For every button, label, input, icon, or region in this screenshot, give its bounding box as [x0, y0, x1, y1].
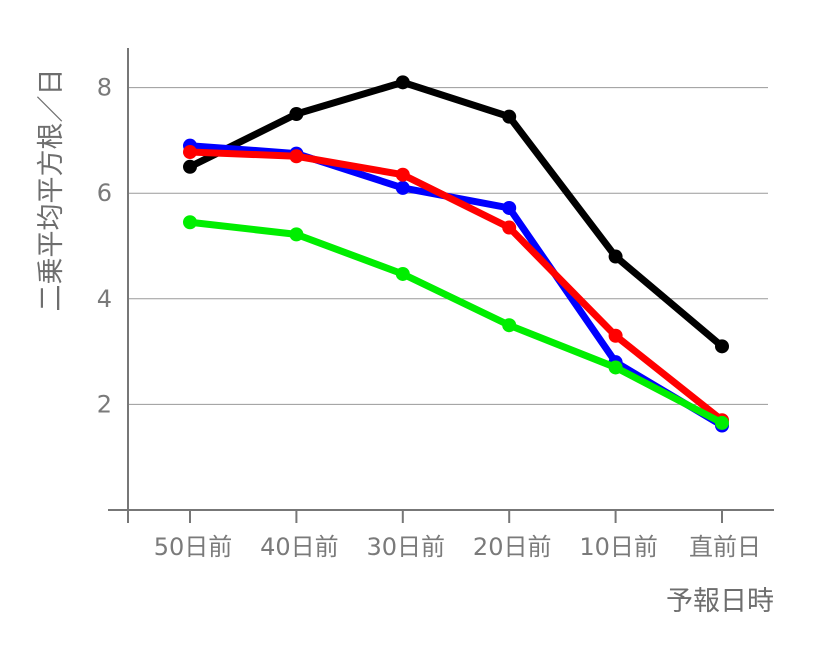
data-point — [183, 145, 197, 160]
series-line — [186, 148, 726, 424]
x-tick-label: 50日前 — [154, 533, 233, 561]
data-point — [715, 415, 729, 430]
x-tick-label: 直前日 — [689, 533, 761, 561]
series-3 — [183, 215, 729, 430]
x-tick-label: 20日前 — [473, 533, 552, 561]
series-0 — [183, 75, 729, 354]
y-tick-labels: 2 4 6 8 — [97, 74, 112, 419]
data-point — [502, 109, 517, 124]
data-point — [395, 167, 410, 182]
data-point — [289, 107, 304, 121]
axes — [108, 48, 774, 523]
y-tick-label: 8 — [97, 74, 112, 102]
x-tick-label: 10日前 — [579, 533, 658, 561]
data-point — [502, 318, 517, 333]
data-point — [502, 200, 517, 215]
series-line — [186, 218, 726, 427]
data-point — [183, 215, 197, 230]
data-point — [395, 75, 410, 90]
y-tick-label: 6 — [97, 179, 112, 207]
x-tick-label: 30日前 — [367, 533, 446, 561]
y-tick-label: 4 — [97, 285, 112, 313]
y-tick-label: 2 — [97, 390, 112, 418]
data-point — [715, 339, 729, 354]
x-tick-labels: 50日前 40日前 30日前 20日前 10日前 直前日 — [154, 533, 761, 561]
data-point — [608, 360, 623, 375]
data-point — [183, 159, 197, 174]
data-point — [502, 220, 517, 235]
data-point — [395, 266, 410, 281]
data-point — [289, 227, 304, 242]
x-tick-label: 40日前 — [260, 533, 339, 561]
data-point — [395, 180, 410, 195]
series-line — [186, 78, 726, 350]
y-axis-title: 二乗平均平方根／日 — [36, 69, 67, 312]
series-lines — [183, 75, 729, 433]
data-point — [608, 328, 623, 343]
x-axis-title: 予報日時 — [666, 586, 774, 617]
gridlines — [128, 87, 768, 405]
data-point — [608, 249, 623, 264]
data-point — [289, 149, 304, 164]
